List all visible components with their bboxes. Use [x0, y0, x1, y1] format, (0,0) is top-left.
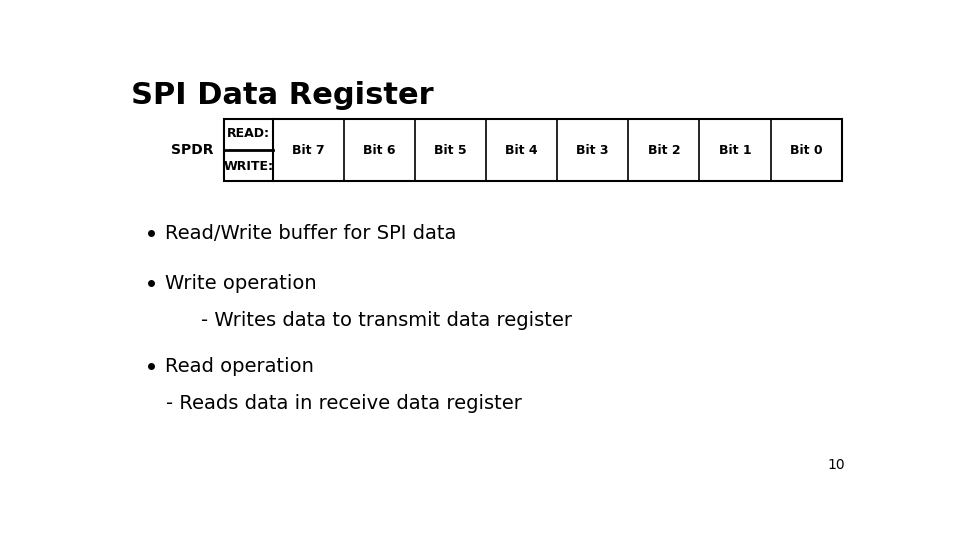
Text: SPI Data Register: SPI Data Register — [132, 82, 434, 111]
Text: READ:: READ: — [227, 127, 270, 140]
Text: Bit 1: Bit 1 — [719, 144, 752, 157]
Text: Bit 3: Bit 3 — [576, 144, 609, 157]
Text: Read/Write buffer for SPI data: Read/Write buffer for SPI data — [165, 224, 456, 242]
Text: WRITE:: WRITE: — [224, 160, 274, 173]
Text: Bit 7: Bit 7 — [292, 144, 324, 157]
Text: Bit 0: Bit 0 — [790, 144, 823, 157]
Text: SPDR: SPDR — [171, 143, 213, 157]
Text: Bit 6: Bit 6 — [363, 144, 396, 157]
Text: Read operation: Read operation — [165, 357, 314, 376]
Text: - Writes data to transmit data register: - Writes data to transmit data register — [176, 311, 572, 330]
Text: Bit 2: Bit 2 — [647, 144, 680, 157]
Text: Bit 4: Bit 4 — [505, 144, 538, 157]
Text: Write operation: Write operation — [165, 274, 316, 293]
Bar — [225, 119, 842, 181]
Text: 10: 10 — [828, 458, 846, 472]
Text: Bit 5: Bit 5 — [434, 144, 467, 157]
Text: - Reads data in receive data register: - Reads data in receive data register — [166, 394, 522, 413]
